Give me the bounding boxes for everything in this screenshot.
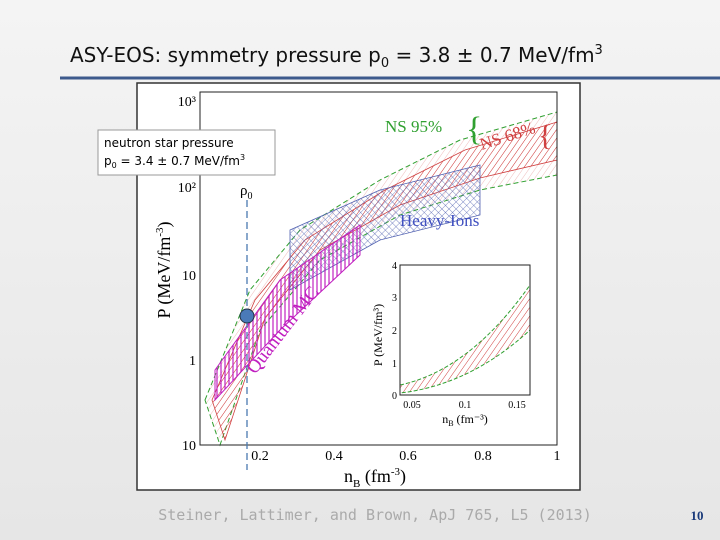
y-tick-label: 10 bbox=[182, 269, 196, 284]
ns95-label: NS 95% bbox=[385, 117, 442, 136]
inset-frame bbox=[399, 264, 531, 396]
brace-red: { bbox=[538, 119, 552, 152]
x-tick-label: 1 bbox=[554, 449, 561, 464]
y-tick-label: 10³ bbox=[178, 95, 196, 110]
inset-y-tick: 1 bbox=[392, 359, 397, 370]
rho0-label: ρ0 bbox=[240, 183, 253, 202]
callout-box bbox=[97, 129, 276, 176]
caption: Steiner, Lattimer, and Brown, ApJ 765, L… bbox=[158, 506, 591, 524]
inset-x-tick: 0.1 bbox=[459, 400, 472, 411]
y-tick-label: 10² bbox=[178, 181, 196, 196]
inset-y-tick: 2 bbox=[392, 326, 397, 337]
inset-x-ticks: 0.05 0.1 0.15 bbox=[403, 400, 526, 411]
inset-y-tick: 0 bbox=[392, 391, 397, 402]
y-tick-label: 1 bbox=[189, 354, 196, 369]
inset-x-tick: 0.15 bbox=[508, 400, 526, 411]
inset-y-label: P (MeV/fm³) bbox=[371, 304, 385, 366]
page-number: 10 bbox=[691, 508, 704, 523]
x-tick-label: 0.6 bbox=[399, 449, 417, 464]
callout-line1: neutron star pressure bbox=[104, 136, 234, 150]
brace-green: { bbox=[466, 111, 482, 148]
y-tick-label: 10 bbox=[182, 439, 196, 454]
qmc-band bbox=[214, 224, 361, 402]
inset-y-ticks: 0 1 2 3 4 bbox=[392, 261, 397, 402]
rho0-point bbox=[239, 308, 255, 324]
axes-frame bbox=[199, 91, 558, 446]
inset-y-tick: 3 bbox=[392, 293, 397, 304]
inset: 0 1 2 3 4 0.05 0.1 0.15 P (MeV/fm³) nB (… bbox=[371, 261, 535, 428]
x-axis-label: nB (fm-3) bbox=[344, 466, 406, 490]
y-axis-label: P (MeV/fm-3) bbox=[154, 222, 175, 319]
x-tick-label: 0.8 bbox=[474, 449, 492, 464]
inset-band bbox=[399, 283, 531, 394]
callout-line2: p0 = 3.4 ± 0.7 MeV/fm3 bbox=[104, 153, 245, 170]
inset-y-tick: 4 bbox=[392, 261, 397, 272]
slide-title: ASY-EOS: symmetry pressure p0 = 3.8 ± 0.… bbox=[70, 43, 603, 71]
x-tick-label: 0.4 bbox=[325, 449, 343, 464]
inset-x-label: nB (fm⁻³) bbox=[442, 412, 488, 428]
inset-x-tick: 0.05 bbox=[403, 400, 421, 411]
x-tick-label: 0.2 bbox=[251, 449, 269, 464]
y-ticks: 10³ 10² 10 1 10 bbox=[178, 95, 196, 454]
heavy-ions-label: Heavy-Ions bbox=[400, 211, 479, 230]
x-ticks: 0.2 0.4 0.6 0.8 1 bbox=[251, 449, 560, 464]
